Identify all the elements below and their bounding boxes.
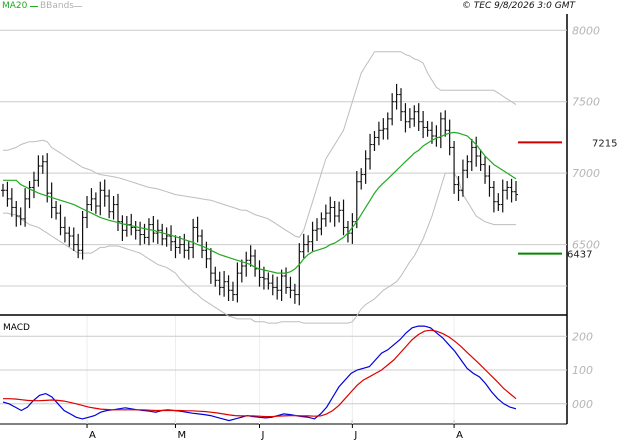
ma20-line [3,131,517,274]
macd-tick-label: 200 [572,330,593,343]
macd-tick-label: 000 [572,398,593,411]
x-tick-label: M [177,430,186,440]
bband-upper-line [3,51,517,238]
x-tick-label: A [89,430,96,440]
macd-series-macd [2,325,517,422]
price-tick-label: 8000 [572,24,600,37]
price-tick-label: 6500 [572,239,600,252]
legend-bbands: BBands [40,1,74,11]
support-label: 6437 [567,250,592,261]
legend-ma20: MA20 [2,1,28,11]
legend-ma20-swatch [30,6,38,7]
macd-tick-label: 100 [572,364,593,377]
price-bars [1,83,518,306]
timestamp: © TEC 9/8/2026 3:0 GMT [461,1,575,11]
x-tick-label: J [261,430,265,440]
resistance-label: 7215 [592,138,617,149]
price-tick-label: 7000 [572,167,600,180]
bband-lower-line [3,172,516,324]
legend-bbands-swatch [74,6,82,7]
price-tick-label: 7500 [572,96,600,109]
macd-series-signal [3,329,517,418]
macd-title: MACD [3,323,30,333]
x-tick-label: J [353,430,357,440]
x-tick-label: A [456,430,463,440]
